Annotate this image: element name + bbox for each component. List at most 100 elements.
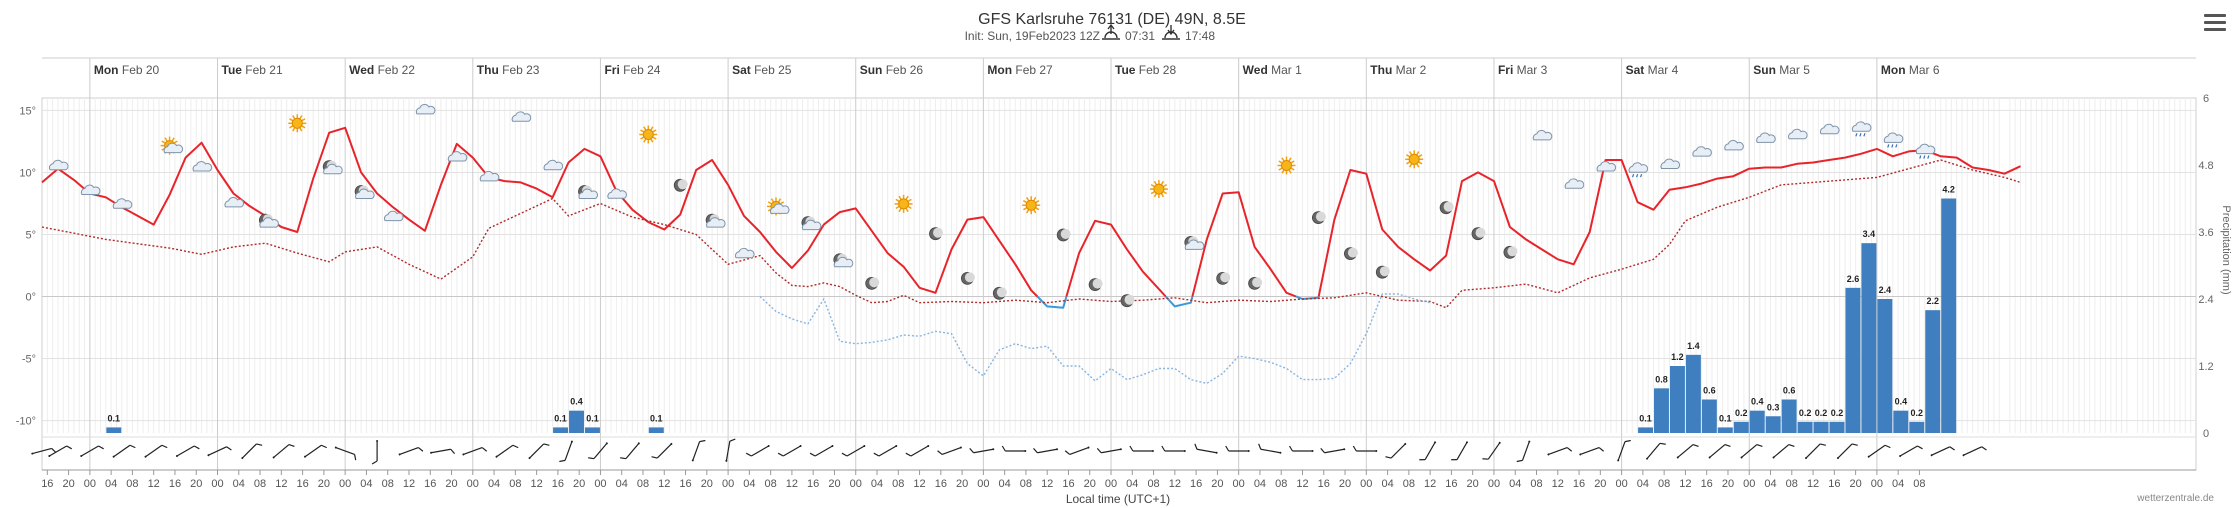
- wind-barb: [1001, 445, 1027, 452]
- line-2m-temp: [1164, 295, 1194, 308]
- precip-bar: [106, 427, 122, 433]
- cloud-icon: [80, 184, 101, 195]
- temperature-lines: [41, 126, 2021, 385]
- precip-label: 0.6: [1783, 386, 1796, 396]
- precip-bar: [1717, 427, 1733, 433]
- x-tick-label: 16: [552, 478, 564, 490]
- wind-barb: [144, 444, 168, 458]
- moon-icon: [1248, 276, 1263, 290]
- precip-bar: [1733, 421, 1749, 433]
- x-tick-label: 20: [956, 478, 968, 490]
- x-tick-label: 16: [679, 478, 691, 490]
- wind-barb: [873, 445, 898, 457]
- x-tick-label: 16: [1318, 478, 1330, 490]
- day-label: Mon Mar 6: [1881, 63, 1940, 77]
- x-tick-label: 16: [169, 478, 181, 490]
- menu-button[interactable]: [2204, 14, 2226, 34]
- x-tick-label: 08: [1403, 478, 1415, 490]
- wind-barb: [559, 440, 573, 463]
- x-tick-label: 20: [1722, 478, 1734, 490]
- wind-barb: [777, 445, 802, 457]
- moon-icon: [929, 227, 943, 241]
- wind-barb: [691, 439, 706, 462]
- x-tick-label: 04: [1764, 478, 1776, 490]
- moon-icon: [961, 271, 975, 285]
- x-tick-label: 08: [1913, 478, 1925, 490]
- line-850hpa-temp: [41, 159, 2021, 309]
- y-axis-right-title: Precipitation (mm): [2220, 205, 2232, 294]
- x-tick-label: 00: [467, 478, 479, 490]
- wind-barb: [1836, 443, 1858, 460]
- x-tick-label: 00: [977, 478, 989, 490]
- wind-barb: [1899, 445, 1923, 457]
- x-tick-label: 12: [1041, 478, 1053, 490]
- cloud-icon: [112, 198, 133, 209]
- day-label: Sun Mar 5: [1753, 63, 1810, 77]
- cloud-icon: [1532, 130, 1553, 141]
- x-tick-label: 20: [1339, 478, 1351, 490]
- wind-barb: [1740, 444, 1763, 459]
- cloud-icon: [1788, 128, 1808, 140]
- wind-barb: [1708, 444, 1731, 459]
- wind-barb: [651, 442, 673, 459]
- precip-label: 0.4: [570, 397, 583, 407]
- wind-barb: [462, 447, 488, 456]
- x-tick-label: 08: [1786, 478, 1798, 490]
- x-tick-label: 16: [1190, 478, 1202, 490]
- precipitation-bars: 0.1 0.10.40.1 0.1 0.10.81.21.40.60.10.20.40…: [106, 185, 1957, 433]
- precip-bar: [569, 410, 584, 433]
- y-tick-right: 3.6: [2198, 227, 2213, 239]
- x-tick-label: 12: [403, 478, 415, 490]
- precip-bar: [1765, 416, 1781, 433]
- x-tick-label: 00: [1615, 478, 1627, 490]
- precip-bar: [1701, 399, 1717, 433]
- x-tick-label: 04: [743, 478, 755, 490]
- x-tick-label: 20: [1467, 478, 1479, 490]
- x-tick-label: 08: [509, 478, 521, 490]
- wind-barb: [1646, 442, 1666, 460]
- sun-icon: [288, 114, 307, 133]
- precip-label: 0.1: [650, 413, 663, 423]
- wind-barb: [334, 446, 357, 461]
- precip-label: 2.6: [1847, 274, 1860, 284]
- precip-bar: [1893, 410, 1909, 433]
- cloud-icon: [511, 111, 532, 122]
- precip-label: 2.2: [1926, 296, 1939, 306]
- x-tick-label: 00: [1488, 478, 1500, 490]
- precip-bar: [1638, 427, 1654, 433]
- x-tick-label: 08: [382, 478, 394, 490]
- x-tick-label: 12: [658, 478, 670, 490]
- moon-icon: [992, 286, 1007, 300]
- day-label: Tue Feb 21: [222, 63, 283, 77]
- x-tick-label: 20: [1849, 478, 1861, 490]
- cloud-icon: [192, 161, 213, 172]
- weather-symbols: [48, 104, 1936, 308]
- cloud-icon: [1596, 161, 1617, 172]
- day-label: Wed Feb 22: [349, 63, 415, 77]
- precip-bar: [1829, 421, 1845, 433]
- wind-barb: [1161, 445, 1186, 452]
- x-tick-label: 20: [1594, 478, 1606, 490]
- wind-barb: [809, 445, 834, 457]
- wind-barb: [1258, 443, 1282, 454]
- y-tick-right: 4.8: [2198, 160, 2213, 172]
- cloud-icon: [607, 188, 627, 199]
- day-label: Wed Mar 1: [1243, 63, 1302, 77]
- cloud-icon: [543, 159, 564, 171]
- precip-label: 0.2: [1815, 408, 1828, 418]
- x-tick-label: 00: [850, 478, 862, 490]
- precip-label: 0.8: [1655, 374, 1668, 384]
- x-tick-label: 08: [254, 478, 266, 490]
- wind-barb: [1617, 439, 1631, 462]
- wind-barb: [528, 443, 550, 460]
- sunrise-icon: [1102, 23, 1120, 40]
- cloud-icon: [1660, 158, 1680, 169]
- wind-barb: [1064, 446, 1090, 455]
- wind-barb: [1805, 443, 1826, 460]
- precip-label: 0.2: [1735, 408, 1748, 418]
- moon-cloud-icon: [322, 160, 343, 175]
- wind-barb: [80, 445, 104, 457]
- moon-cloud-icon: [1184, 235, 1205, 250]
- precip-bar: [1781, 399, 1797, 433]
- precip-bar: [1845, 287, 1861, 433]
